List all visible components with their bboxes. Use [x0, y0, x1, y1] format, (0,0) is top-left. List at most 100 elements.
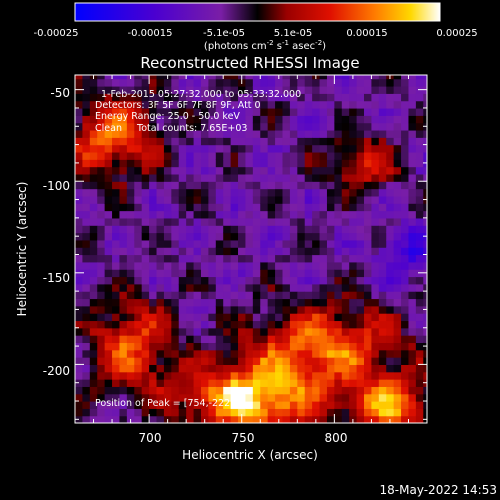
heatmap-cell	[341, 232, 350, 241]
heatmap-cell	[364, 159, 373, 168]
heatmap-cell	[104, 107, 113, 116]
heatmap-cell	[119, 364, 128, 373]
heatmap-cell	[408, 181, 417, 190]
heatmap-cell	[171, 195, 180, 204]
heatmap-cell	[193, 100, 202, 109]
heatmap-cell	[186, 291, 195, 300]
heatmap-cell	[319, 173, 328, 182]
colorbar-tick-label: -5.1e-05	[203, 28, 245, 39]
heatmap-cell	[349, 408, 358, 417]
heatmap-cell	[386, 166, 395, 175]
heatmap-cell	[75, 298, 84, 307]
heatmap-image	[75, 75, 427, 423]
heatmap-cell	[104, 159, 113, 168]
heatmap-cell	[304, 269, 313, 278]
heatmap-cell	[393, 151, 402, 160]
heatmap-cell	[112, 349, 121, 358]
heatmap-cell	[415, 357, 424, 365]
heatmap-cell	[289, 313, 298, 322]
heatmap-cell	[75, 188, 84, 197]
heatmap-cell	[282, 254, 291, 263]
heatmap-cell	[393, 217, 402, 226]
heatmap-cell	[341, 269, 350, 278]
heatmap-cell	[349, 386, 358, 395]
heatmap-cell	[401, 357, 410, 365]
heatmap-cell	[312, 313, 321, 322]
heatmap-cell	[208, 203, 217, 212]
heatmap-cell	[82, 393, 91, 402]
heatmap-cell	[156, 335, 165, 344]
heatmap-cell	[200, 291, 209, 300]
heatmap-cell	[97, 195, 106, 204]
heatmap-cell	[289, 276, 298, 285]
heatmap-cell	[112, 85, 121, 94]
heatmap-cell	[326, 320, 335, 329]
heatmap-cell	[304, 85, 313, 94]
heatmap-cell	[378, 313, 387, 322]
heatmap-cell	[171, 313, 180, 322]
heatmap-cell	[282, 210, 291, 219]
heatmap-cell	[215, 357, 224, 365]
heatmap-cell	[386, 357, 395, 365]
heatmap-cell	[223, 100, 232, 109]
heatmap-cell	[178, 159, 187, 168]
heatmap-cell	[304, 408, 313, 417]
heatmap-cell	[364, 408, 373, 417]
heatmap-cell	[408, 320, 417, 329]
heatmap-cell	[156, 349, 165, 358]
heatmap-cell	[423, 357, 427, 365]
heatmap-cell	[267, 393, 276, 402]
heatmap-cell	[334, 379, 343, 387]
heatmap-cell	[208, 122, 217, 131]
heatmap-cell	[267, 283, 276, 292]
heatmap-cell	[149, 93, 158, 102]
heatmap-cell	[423, 261, 427, 270]
heatmap-cell	[230, 401, 239, 409]
heatmap-cell	[386, 173, 395, 182]
heatmap-cell	[408, 254, 417, 263]
heatmap-cell	[341, 137, 350, 146]
heatmap-cell	[75, 320, 84, 329]
heatmap-cell	[104, 269, 113, 278]
heatmap-cell	[134, 408, 143, 417]
heatmap-cell	[156, 327, 165, 336]
heatmap-cell	[171, 379, 180, 387]
heatmap-cell	[282, 129, 291, 138]
heatmap-cell	[326, 379, 335, 387]
heatmap-cell	[334, 203, 343, 212]
heatmap-cell	[334, 115, 343, 124]
heatmap-cell	[186, 232, 195, 241]
heatmap-cell	[364, 166, 373, 175]
heatmap-cell	[82, 386, 91, 395]
heatmap-cell	[193, 217, 202, 226]
heatmap-cell	[134, 115, 143, 124]
heatmap-cell	[260, 386, 269, 395]
heatmap-cell	[364, 100, 373, 109]
heatmap-cell	[171, 78, 180, 87]
heatmap-cell	[304, 239, 313, 248]
heatmap-cell	[82, 320, 91, 329]
heatmap-cell	[349, 276, 358, 285]
heatmap-cell	[238, 320, 247, 329]
heatmap-cell	[267, 210, 276, 219]
heatmap-cell	[156, 364, 165, 373]
heatmap-cell	[126, 393, 135, 402]
heatmap-cell	[356, 254, 365, 263]
heatmap-cell	[415, 181, 424, 190]
heatmap-cell	[349, 305, 358, 314]
heatmap-cell	[200, 254, 209, 263]
heatmap-cell	[163, 349, 172, 358]
heatmap-cell	[104, 276, 113, 285]
heatmap-cell	[208, 75, 217, 80]
heatmap-cell	[104, 75, 113, 80]
y-tick-label: -50	[50, 86, 70, 100]
heatmap-cell	[282, 166, 291, 175]
heatmap-cell	[119, 393, 128, 402]
heatmap-cell	[282, 269, 291, 278]
heatmap-cell	[275, 320, 284, 329]
heatmap-cell	[156, 393, 165, 402]
heatmap-cell	[141, 247, 150, 256]
heatmap-cell	[401, 415, 410, 423]
heatmap-cell	[200, 335, 209, 344]
heatmap-cell	[230, 349, 239, 358]
